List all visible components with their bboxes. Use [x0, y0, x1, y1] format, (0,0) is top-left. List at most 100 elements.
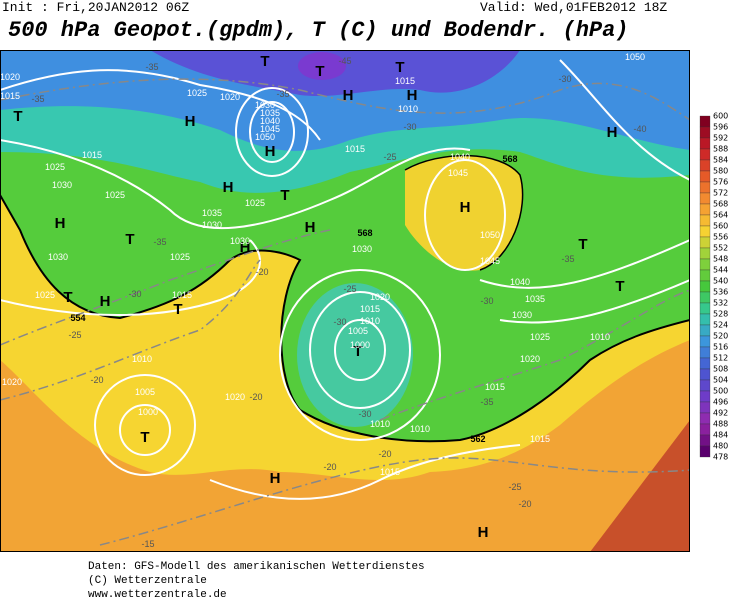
pressure-center: T [280, 187, 289, 204]
colorbar-swatch [699, 357, 711, 370]
colorbar-label: 536 [713, 288, 728, 297]
colorbar-swatch [699, 346, 711, 359]
colorbar-label: 480 [713, 442, 728, 451]
colorbar-label: 484 [713, 431, 728, 440]
map-title: 500 hPa Geopot.(gpdm), T (C) und Bodendr… [8, 18, 629, 43]
colorbar-swatch [699, 225, 711, 238]
pressure-center: H [460, 199, 471, 216]
pressure-center: T [140, 429, 149, 446]
colorbar-swatch [699, 181, 711, 194]
colorbar-label: 528 [713, 310, 728, 319]
pressure-center: H [100, 293, 111, 310]
colorbar-swatch [699, 291, 711, 304]
colorbar-label: 552 [713, 244, 728, 253]
isobar-label: 1025 [187, 88, 207, 98]
colorbar-swatch [699, 126, 711, 139]
isobar-label: 1015 [380, 467, 400, 477]
colorbar: 600 596 592 588 584 580 576 572 568 564 560 556 552 5… [699, 112, 728, 462]
colorbar-swatch [699, 269, 711, 282]
colorbar-swatch [699, 445, 711, 458]
isobar-label: 1010 [132, 354, 152, 364]
colorbar-swatch [699, 203, 711, 216]
temperature-label: -20 [378, 449, 391, 459]
isobar-label: 1025 [530, 332, 550, 342]
isotherm [0, 229, 331, 346]
colorbar-swatch [699, 159, 711, 172]
isobar-label: 1050 [625, 52, 645, 62]
colorbar-label: 584 [713, 156, 728, 165]
colorbar-label: 588 [713, 145, 728, 154]
temperature-label: -20 [255, 267, 268, 277]
pressure-center: H [270, 470, 281, 487]
isobar-label: 1010 [398, 104, 418, 114]
isobar-label: 1035 [202, 208, 222, 218]
warm-area [590, 420, 690, 552]
colorbar-swatch [699, 423, 711, 436]
footer-url: www.wetterzentrale.de [88, 589, 227, 600]
geopotential-label: 554 [70, 313, 85, 323]
colorbar-label: 556 [713, 233, 728, 242]
isobar-label: 1040 [260, 116, 280, 126]
pressure-center: H [223, 179, 234, 196]
isobar-label: 1020 [225, 392, 245, 402]
isotherm [379, 289, 690, 421]
colorbar-label: 524 [713, 321, 728, 330]
colorbar-swatch [699, 236, 711, 249]
isobar-label: 1030 [352, 244, 372, 254]
isobar-label: 1010 [360, 316, 380, 326]
valid-time: Valid: Wed,01FEB2012 18Z [480, 0, 667, 15]
isobar-label: 1040 [510, 277, 530, 287]
temperature-label: -30 [333, 317, 346, 327]
colorbar-label: 592 [713, 134, 728, 143]
pressure-center: T [125, 231, 134, 248]
contour-568 [404, 154, 524, 271]
isobar-label: 1025 [45, 162, 65, 172]
temperature-label: -20 [90, 375, 103, 385]
colorbar-swatch [699, 401, 711, 414]
isobar [309, 291, 411, 409]
colorbar-swatch [699, 324, 711, 337]
colorbar-swatch [699, 412, 711, 425]
isobar-label: 1010 [590, 332, 610, 342]
isobar-label: 1000 [138, 407, 158, 417]
temperature-label: -25 [68, 330, 81, 340]
isobar-label: 1035 [525, 294, 545, 304]
colorbar-swatch [699, 148, 711, 161]
temperature-label: -35 [153, 237, 166, 247]
pressure-center: T [315, 63, 324, 80]
pressure-center: H [265, 143, 276, 160]
colorbar-label: 532 [713, 299, 728, 308]
colorbar-label: 496 [713, 398, 728, 407]
colorbar-label: 488 [713, 420, 728, 429]
isobar-label: 1030 [255, 100, 275, 110]
isobar-label: 1030 [48, 252, 68, 262]
isobar-label: 1015 [485, 382, 505, 392]
temperature-label: -35 [276, 89, 289, 99]
temperature-label: -30 [558, 74, 571, 84]
colorbar-label: 508 [713, 365, 728, 374]
pressure-center: T [260, 53, 269, 70]
isobar-label: 1015 [360, 304, 380, 314]
isobar [0, 139, 471, 230]
isobar [279, 269, 441, 441]
isobar-label: 1020 [370, 292, 390, 302]
isobar-label: 1030 [52, 180, 72, 190]
isobar-label: 1045 [260, 124, 280, 134]
isobar-label: 1015 [395, 76, 415, 86]
pressure-center: T [173, 301, 182, 318]
isobars [0, 59, 690, 500]
colorbar-label: 568 [713, 200, 728, 209]
colorbar-label: 492 [713, 409, 728, 418]
temperature-label: -30 [480, 296, 493, 306]
colorbar-label: 520 [713, 332, 728, 341]
colorbar-label: 572 [713, 189, 728, 198]
isobar-label: 1040 [450, 152, 470, 162]
temperature-label: -35 [31, 94, 44, 104]
isobar-label: 1050 [480, 230, 500, 240]
isobar-label: 1025 [170, 252, 190, 262]
temperature-label: -40 [633, 124, 646, 134]
purple-core [298, 52, 346, 80]
pressure-center: H [343, 87, 354, 104]
pressure-center: T [395, 59, 404, 76]
